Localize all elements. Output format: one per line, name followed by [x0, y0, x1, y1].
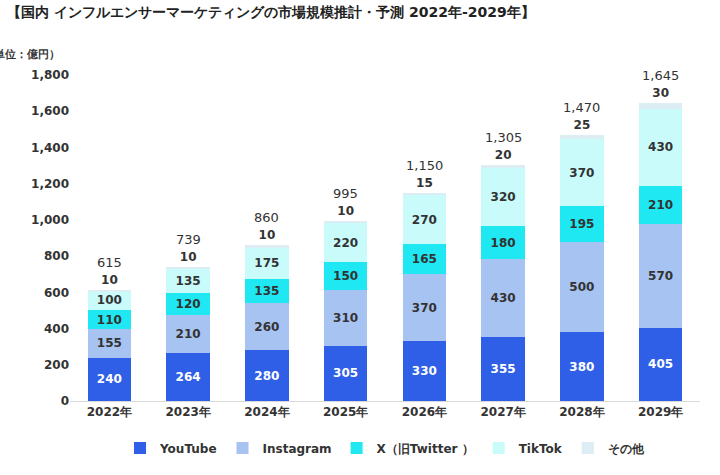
- svg-text:YouTube: YouTube: [159, 442, 217, 456]
- svg-text:800: 800: [44, 249, 69, 263]
- svg-text:200: 200: [44, 358, 69, 372]
- svg-text:210: 210: [648, 198, 673, 212]
- svg-text:2027年: 2027年: [480, 405, 525, 419]
- svg-text:（単位：億円）: （単位：億円）: [0, 48, 60, 61]
- svg-text:240: 240: [97, 372, 122, 386]
- svg-text:10: 10: [101, 273, 118, 287]
- svg-text:TikTok: TikTok: [519, 442, 563, 456]
- svg-text:0: 0: [61, 394, 69, 408]
- svg-text:330: 330: [412, 364, 437, 378]
- svg-text:995: 995: [333, 186, 358, 201]
- svg-text:150: 150: [333, 269, 358, 283]
- svg-text:570: 570: [648, 269, 673, 283]
- svg-text:1,800: 1,800: [31, 68, 69, 82]
- svg-text:2022年: 2022年: [87, 405, 132, 419]
- svg-text:370: 370: [412, 301, 437, 315]
- svg-text:2025年: 2025年: [323, 405, 368, 419]
- svg-text:2028年: 2028年: [559, 405, 604, 419]
- svg-text:600: 600: [44, 286, 69, 300]
- svg-text:1,305: 1,305: [485, 130, 522, 145]
- svg-text:155: 155: [97, 336, 122, 350]
- svg-text:1,470: 1,470: [563, 100, 600, 115]
- svg-text:100: 100: [97, 293, 122, 307]
- svg-text:2024年: 2024年: [244, 405, 289, 419]
- svg-text:405: 405: [648, 357, 673, 371]
- svg-text:739: 739: [176, 232, 201, 247]
- svg-text:310: 310: [333, 311, 358, 325]
- svg-text:1,000: 1,000: [31, 213, 69, 227]
- svg-text:120: 120: [176, 297, 201, 311]
- svg-text:135: 135: [176, 274, 201, 288]
- svg-text:1,600: 1,600: [31, 104, 69, 118]
- svg-text:305: 305: [333, 366, 358, 380]
- svg-text:1,400: 1,400: [31, 141, 69, 155]
- svg-text:175: 175: [254, 256, 279, 270]
- svg-text:その他: その他: [608, 442, 645, 456]
- svg-text:220: 220: [333, 236, 358, 250]
- svg-text:500: 500: [569, 280, 594, 294]
- svg-text:400: 400: [44, 322, 69, 336]
- svg-text:165: 165: [412, 252, 437, 266]
- svg-text:280: 280: [254, 369, 279, 383]
- svg-text:2023年: 2023年: [165, 405, 210, 419]
- svg-text:X（旧Twitter ）: X（旧Twitter ）: [377, 442, 474, 456]
- svg-text:860: 860: [254, 210, 279, 225]
- svg-text:135: 135: [254, 284, 279, 298]
- svg-text:15: 15: [416, 176, 433, 190]
- svg-text:1,645: 1,645: [642, 68, 679, 83]
- svg-text:1,200: 1,200: [31, 177, 69, 191]
- svg-text:210: 210: [176, 327, 201, 341]
- svg-text:2026年: 2026年: [402, 405, 447, 419]
- svg-text:10: 10: [337, 204, 354, 218]
- svg-text:1,150: 1,150: [406, 158, 443, 173]
- svg-text:180: 180: [491, 236, 516, 250]
- svg-text:195: 195: [569, 217, 594, 231]
- svg-text:2029年: 2029年: [638, 405, 683, 419]
- svg-text:430: 430: [648, 140, 673, 154]
- svg-text:10: 10: [180, 250, 197, 264]
- svg-text:25: 25: [574, 118, 591, 132]
- svg-text:355: 355: [491, 362, 516, 376]
- svg-text:615: 615: [97, 255, 122, 270]
- svg-text:Instagram: Instagram: [263, 442, 332, 456]
- svg-text:264: 264: [176, 370, 201, 384]
- svg-text:320: 320: [491, 190, 516, 204]
- svg-text:380: 380: [569, 360, 594, 374]
- svg-text:430: 430: [491, 291, 516, 305]
- svg-text:【国内 インフルエンサーマーケティングの市場規模推計・予測: 【国内 インフルエンサーマーケティングの市場規模推計・予測 2022年-2029…: [7, 4, 535, 20]
- svg-text:110: 110: [97, 313, 122, 327]
- svg-text:270: 270: [412, 213, 437, 227]
- svg-text:370: 370: [569, 166, 594, 180]
- svg-text:20: 20: [495, 148, 512, 162]
- svg-text:260: 260: [254, 320, 279, 334]
- svg-text:30: 30: [652, 86, 669, 100]
- svg-text:10: 10: [259, 228, 276, 242]
